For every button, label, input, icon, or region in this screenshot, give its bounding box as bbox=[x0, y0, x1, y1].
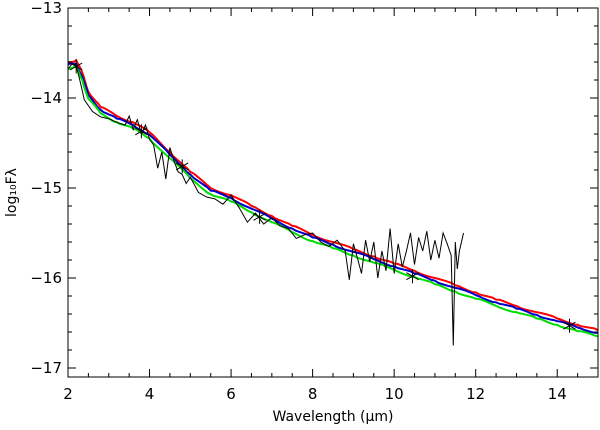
asterisk-stroke bbox=[563, 321, 576, 330]
x-axis-label: Wavelength (μm) bbox=[273, 409, 394, 425]
series-line-black bbox=[67, 63, 464, 346]
y-tick-label: −14 bbox=[30, 89, 62, 107]
x-tick-label: 8 bbox=[308, 385, 318, 403]
y-tick-label: −17 bbox=[30, 359, 62, 377]
asterisk-marker bbox=[253, 209, 266, 224]
asterisk-marker bbox=[563, 318, 576, 333]
marker-layer bbox=[69, 59, 576, 333]
series-layer bbox=[67, 58, 599, 346]
series-line-blue bbox=[67, 62, 599, 334]
asterisk-stroke bbox=[135, 127, 148, 136]
asterisk-marker bbox=[175, 159, 189, 174]
x-tick-label: 2 bbox=[63, 385, 73, 403]
asterisk-marker bbox=[135, 124, 148, 139]
x-tick-label: 10 bbox=[385, 385, 404, 403]
series-line-green bbox=[67, 65, 599, 338]
y-axis-label: log₁₀Fλ bbox=[4, 168, 20, 217]
x-tick-label: 4 bbox=[145, 385, 155, 403]
y-tick-label: −15 bbox=[30, 179, 62, 197]
asterisk-stroke bbox=[69, 62, 83, 71]
tick-layer: 2 4 6 8 10 12 14 −17 −16 −15 −14 −13 bbox=[30, 0, 599, 403]
asterisk-stroke bbox=[175, 162, 189, 171]
x-tick-label: 12 bbox=[466, 385, 485, 403]
y-tick-label: −13 bbox=[30, 0, 62, 17]
x-tick-label: 14 bbox=[548, 385, 567, 403]
asterisk-stroke bbox=[406, 272, 419, 281]
asterisk-marker bbox=[69, 59, 83, 74]
x-tick-label: 6 bbox=[226, 385, 236, 403]
asterisk-stroke bbox=[253, 212, 266, 221]
asterisk-marker bbox=[406, 269, 419, 284]
series-line-red bbox=[67, 58, 599, 332]
y-tick-label: −16 bbox=[30, 269, 62, 287]
